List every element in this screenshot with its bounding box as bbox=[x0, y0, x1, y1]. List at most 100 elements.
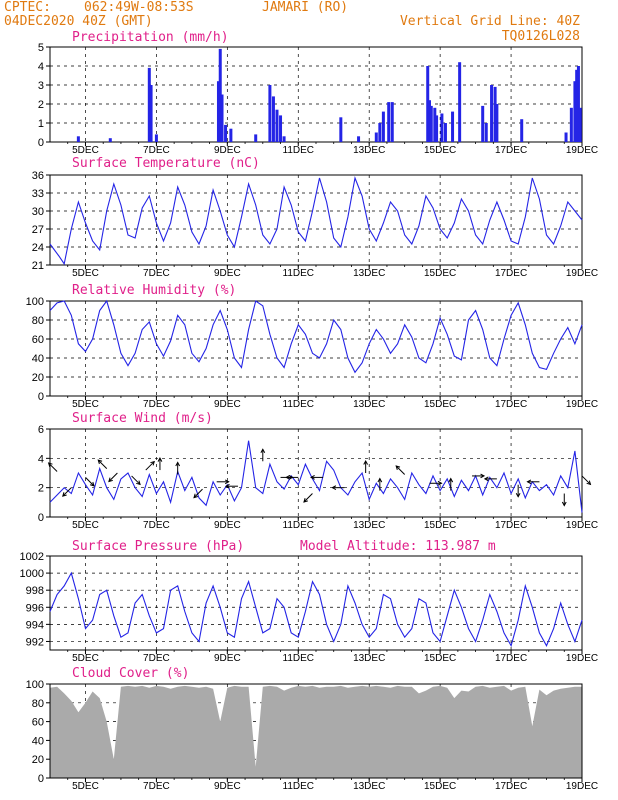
x-tick-label: 5DEC bbox=[72, 781, 99, 792]
x-tick-label: 5DEC bbox=[72, 268, 99, 279]
precip-bar bbox=[275, 109, 279, 142]
y-tick-label: 40 bbox=[32, 735, 44, 747]
x-tick-label: 11DEC bbox=[283, 399, 315, 410]
panel-title: Precipitation (mm/h) bbox=[72, 30, 229, 45]
precip-bar bbox=[154, 134, 158, 142]
panel-frame bbox=[49, 555, 583, 651]
wind-arrow bbox=[395, 465, 406, 475]
wind-arrow bbox=[85, 477, 95, 487]
y-tick-label: 20 bbox=[32, 372, 44, 384]
wind-arrow bbox=[363, 459, 369, 473]
y-tick-label: 36 bbox=[32, 170, 44, 182]
y-tick-label: 0 bbox=[38, 512, 44, 524]
series-line bbox=[49, 440, 583, 513]
precip-bar bbox=[440, 113, 444, 142]
x-tick-label: 19DEC bbox=[566, 781, 598, 792]
y-tick-label: 994 bbox=[26, 619, 44, 631]
precip-bar bbox=[443, 123, 447, 142]
y-tick-label: 33 bbox=[32, 188, 44, 200]
header-date: 04DEC2020 40Z (GMT) bbox=[4, 14, 153, 29]
precip-bar bbox=[76, 136, 80, 142]
wind-arrow bbox=[157, 457, 163, 471]
panel-wind: Surface Wind (m/s) 0 2 4 6 5DEC 7DEC 9DEC 11DEC 1… bbox=[38, 411, 598, 531]
wind-arrow bbox=[216, 479, 230, 485]
wind-arrow bbox=[131, 475, 141, 486]
panel-title: Surface Pressure (hPa) bbox=[72, 539, 244, 554]
y-tick-label: 998 bbox=[26, 585, 44, 597]
x-tick-label: 11DEC bbox=[283, 653, 315, 664]
y-tick-label: 80 bbox=[32, 315, 44, 327]
precip-bar bbox=[229, 128, 233, 142]
panel-title: Surface Wind (m/s) bbox=[72, 411, 213, 426]
y-tick-label: 24 bbox=[32, 242, 44, 254]
x-tick-label: 5DEC bbox=[72, 399, 99, 410]
y-tick-label: 0 bbox=[38, 391, 44, 403]
precip-bar bbox=[381, 111, 385, 142]
wind-arrow bbox=[47, 462, 58, 472]
wind-arrow bbox=[310, 475, 324, 480]
precip-bar bbox=[426, 66, 430, 142]
precip-bar bbox=[578, 107, 582, 142]
precip-bar bbox=[429, 105, 433, 142]
x-tick-label: 17DEC bbox=[495, 268, 527, 279]
wind-arrow bbox=[561, 493, 567, 507]
precip-bar bbox=[481, 105, 485, 142]
precip-bar bbox=[484, 123, 488, 142]
panel-frame bbox=[49, 300, 583, 397]
x-tick-label: 5DEC bbox=[72, 653, 99, 664]
precip-bar bbox=[374, 132, 378, 142]
panel-title: Surface Temperature (nC) bbox=[72, 156, 260, 171]
series-line bbox=[49, 299, 583, 374]
x-tick-label: 7DEC bbox=[143, 653, 170, 664]
x-tick-label: 15DEC bbox=[424, 520, 456, 531]
wind-arrow bbox=[224, 483, 238, 489]
panel-annotation: Model Altitude: 113.987 m bbox=[300, 539, 496, 554]
panel-frame bbox=[49, 46, 583, 143]
x-tick-label: 17DEC bbox=[495, 399, 527, 410]
y-tick-label: 1 bbox=[38, 118, 44, 130]
y-tick-label: 2 bbox=[38, 483, 44, 495]
wind-arrow bbox=[175, 461, 181, 475]
wind-arrow bbox=[62, 487, 72, 497]
precip-bar bbox=[254, 134, 258, 142]
y-tick-label: 27 bbox=[32, 224, 44, 236]
header-source: CPTEC: bbox=[4, 0, 51, 15]
y-tick-label: 5 bbox=[38, 42, 44, 54]
wind-arrow bbox=[526, 479, 540, 485]
precip-bar bbox=[390, 102, 394, 142]
precip-bar bbox=[271, 96, 275, 142]
x-tick-label: 9DEC bbox=[214, 268, 241, 279]
y-tick-label: 996 bbox=[26, 602, 44, 614]
wind-arrow bbox=[260, 448, 266, 462]
panel-cloud-cover: Cloud Cover (%) 0 20 40 60 80 100 5DEC 7DEC 9DEC 1… bbox=[26, 666, 598, 792]
wind-arrow bbox=[303, 493, 313, 503]
header-station: JAMARI (RO) bbox=[262, 0, 348, 15]
precip-bar bbox=[220, 94, 224, 142]
y-tick-label: 21 bbox=[32, 260, 44, 272]
y-tick-label: 0 bbox=[38, 773, 44, 785]
precip-bar bbox=[433, 107, 437, 142]
panel-temperature: Surface Temperature (nC) 21 24 27 30 33 36 5DEC… bbox=[32, 156, 598, 279]
precip-bar bbox=[576, 66, 580, 142]
cloud-area bbox=[50, 685, 582, 778]
x-tick-label: 13DEC bbox=[353, 653, 385, 664]
panel-frame bbox=[49, 174, 583, 266]
x-tick-label: 9DEC bbox=[214, 399, 241, 410]
precip-bar bbox=[149, 85, 153, 142]
header-grid-note: Vertical Grid Line: 40Z bbox=[400, 14, 580, 29]
wind-arrow bbox=[429, 480, 443, 486]
panel-title: Relative Humidity (%) bbox=[72, 283, 236, 298]
precip-bar bbox=[218, 48, 222, 142]
header-coords: 062:49W-08:53S bbox=[84, 0, 194, 15]
wind-arrow bbox=[581, 475, 592, 486]
x-tick-label: 5DEC bbox=[72, 145, 99, 156]
precip-bar bbox=[520, 119, 524, 142]
wind-arrow bbox=[515, 484, 521, 498]
precip-bar bbox=[490, 85, 494, 142]
y-tick-label: 30 bbox=[32, 206, 44, 218]
precip-bar bbox=[339, 117, 343, 142]
x-tick-label: 13DEC bbox=[353, 399, 385, 410]
y-tick-label: 6 bbox=[38, 424, 44, 436]
x-tick-label: 17DEC bbox=[495, 145, 527, 156]
y-tick-label: 20 bbox=[32, 754, 44, 766]
